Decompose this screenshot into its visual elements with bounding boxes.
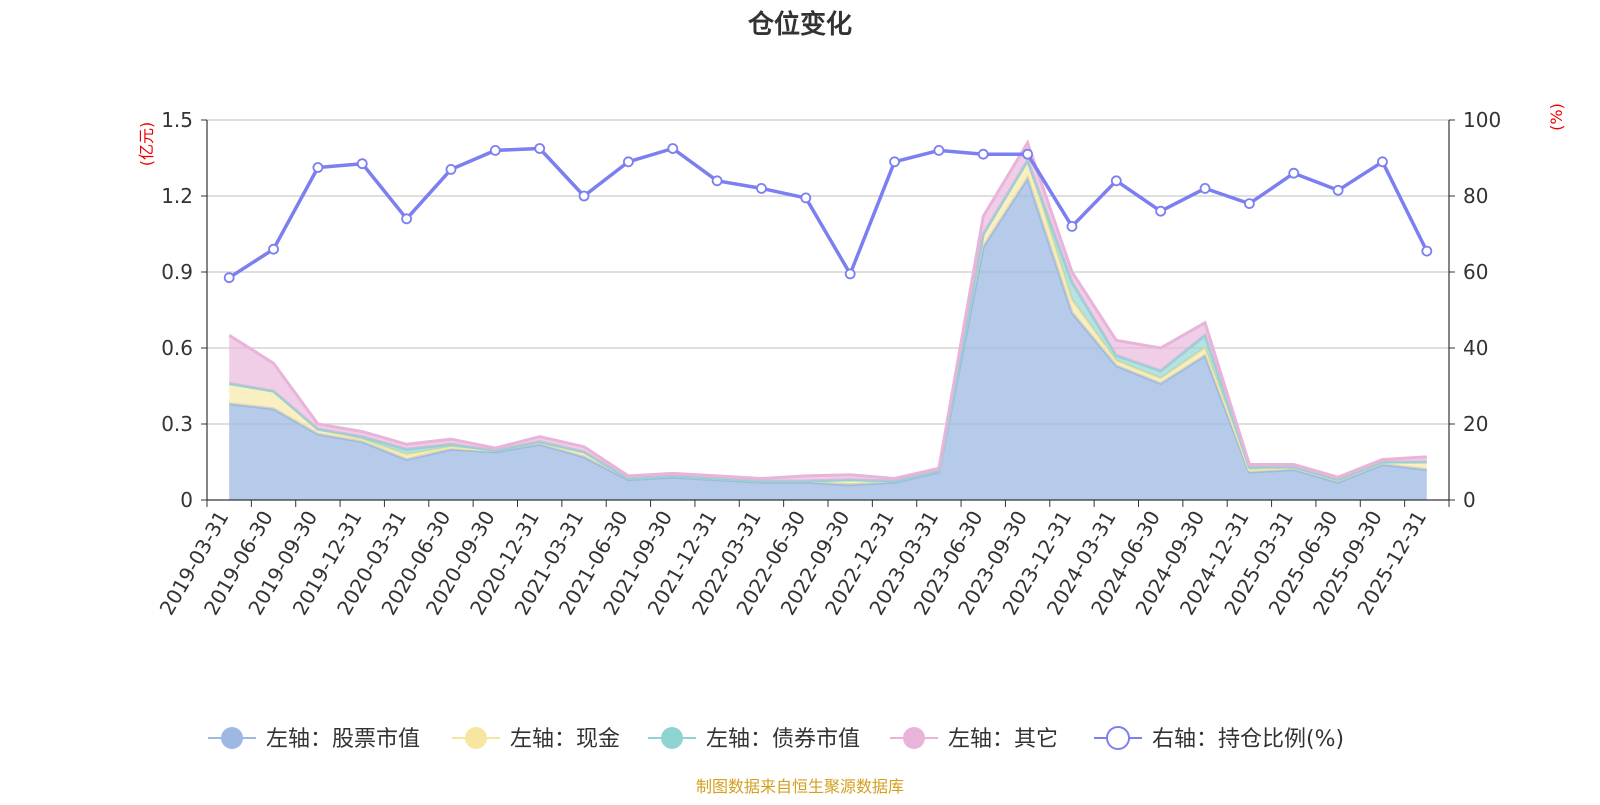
legend-label: 左轴：债券市值: [706, 727, 860, 752]
ratio-point: [844, 268, 856, 280]
area-edge-左轴：其它: [228, 139, 1427, 481]
legend-marker: [903, 727, 925, 749]
right-axis-tick-label: 20: [1463, 412, 1488, 436]
left-axis-tick-label: 1.2: [161, 184, 193, 208]
legend-marker: [1106, 726, 1130, 750]
data-source-note: 制图数据来自恒生聚源数据库: [696, 777, 904, 796]
ratio-point: [667, 143, 679, 154]
ratio-point: [578, 190, 590, 202]
legend-label: 左轴：其它: [948, 727, 1058, 752]
left-axis-tick-label: 0: [180, 488, 193, 512]
ratio-point: [1155, 205, 1167, 217]
legend-marker: [221, 727, 243, 749]
ratio-point: [489, 144, 501, 156]
area-左轴：其它: [229, 142, 1427, 482]
ratio-point: [1066, 220, 1078, 232]
ratio-point: [445, 163, 457, 175]
ratio-point: [1288, 167, 1300, 179]
ratio-line: [228, 146, 1429, 280]
legend-item[interactable]: 左轴：现金: [452, 727, 620, 752]
ratio-point: [933, 144, 945, 156]
legend-label: 左轴：股票市值: [266, 727, 420, 752]
ratio-line-layer: [223, 143, 1433, 284]
ratio-point: [534, 143, 546, 154]
ratio-point: [223, 272, 235, 284]
ratio-point: [1199, 182, 1211, 194]
ratio-point: [1110, 175, 1122, 187]
grid-lines: [207, 119, 1449, 425]
ratio-point: [312, 162, 324, 173]
ratio-point: [889, 156, 900, 168]
ratio-point: [800, 192, 812, 204]
left-axis-tick-label: 1.5: [161, 108, 193, 132]
area-左轴：现金: [229, 160, 1427, 485]
right-axis-tick-label: 80: [1463, 184, 1488, 208]
right-axis-unit: (%): [1547, 103, 1566, 131]
legend-item[interactable]: 右轴：持仓比例(%): [1094, 726, 1344, 752]
ratio-point: [977, 148, 989, 160]
area-edge-左轴：现金: [228, 156, 1427, 483]
ratio-point: [711, 175, 723, 187]
left-axis-tick-label: 0.9: [161, 260, 193, 284]
ratio-point: [622, 156, 634, 168]
ratio-point: [1332, 184, 1344, 196]
ratio-point: [1377, 156, 1388, 168]
legend-marker: [661, 727, 683, 749]
ratio-point: [356, 158, 368, 170]
legend-item[interactable]: 左轴：其它: [890, 727, 1058, 752]
area-edge-左轴：股票市值: [229, 174, 1427, 487]
right-axis-tick-label: 0: [1463, 488, 1476, 512]
area-edge-左轴：债券市值: [228, 157, 1427, 483]
legend-label: 右轴：持仓比例(%): [1152, 727, 1344, 752]
legend-label: 左轴：现金: [510, 727, 620, 752]
right-axis-tick-label: 60: [1463, 260, 1488, 284]
area-左轴：债券市值: [229, 160, 1427, 481]
axes: 00.30.60.91.21.50204060801002019-03-3120…: [155, 108, 1502, 619]
left-axis-tick-label: 0.3: [161, 412, 193, 436]
stacked-areas: [228, 139, 1427, 501]
left-axis-unit: (亿元): [137, 122, 156, 167]
ratio-point: [268, 243, 279, 255]
chart-title: 仓位变化: [747, 9, 852, 40]
legend[interactable]: 左轴：股票市值 左轴：现金 左轴：债券市值 左轴：其它 右轴：持仓比例(%): [208, 726, 1344, 752]
legend-item[interactable]: 左轴：股票市值: [208, 727, 420, 752]
right-axis-tick-label: 100: [1463, 108, 1501, 132]
ratio-point: [401, 213, 413, 225]
ratio-point: [756, 182, 767, 194]
ratio-point: [1243, 198, 1255, 210]
right-axis-tick-label: 40: [1463, 336, 1488, 360]
area-左轴：股票市值: [229, 178, 1427, 501]
ratio-point: [1022, 148, 1034, 160]
legend-item[interactable]: 左轴：债券市值: [648, 727, 860, 752]
left-axis-tick-label: 0.6: [161, 336, 193, 360]
ratio-point: [1421, 245, 1433, 257]
legend-marker: [465, 727, 487, 749]
